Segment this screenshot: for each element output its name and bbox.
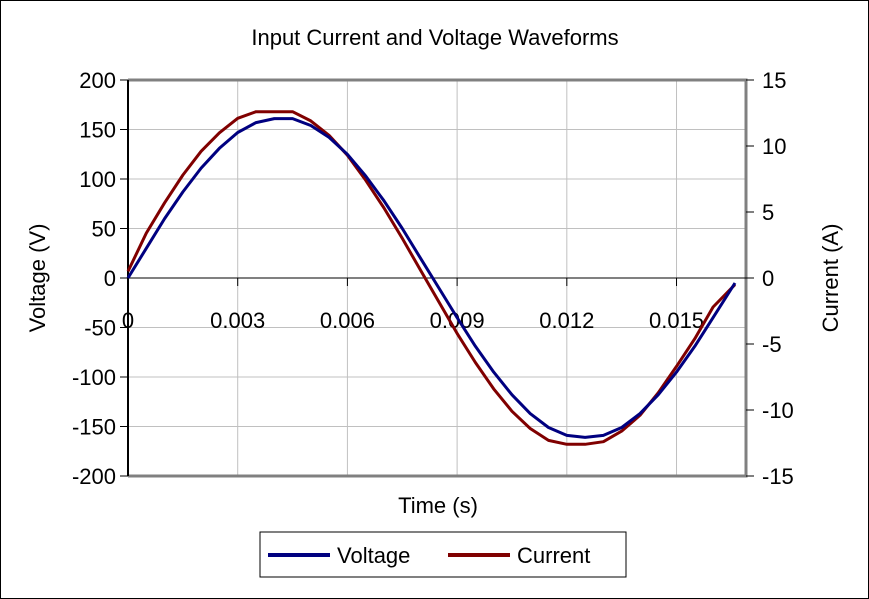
series-lines (126, 110, 737, 446)
x-tick-label: 0.012 (539, 308, 594, 333)
y-tick-label: 50 (92, 217, 116, 242)
x-tick-label: 0.006 (320, 308, 375, 333)
legend-label-voltage: Voltage (337, 543, 410, 568)
legend: Voltage Current (259, 531, 627, 578)
axes: 200 150 100 50 0 -50 -100 -150 -200 0 0.003 0.006 0.… (72, 68, 794, 489)
x-axis-label: Time (s) (398, 493, 478, 518)
x-tick-label: 0.015 (649, 308, 704, 333)
x-tick-label: 0.009 (430, 308, 485, 333)
y2-tick-label: -5 (762, 332, 782, 357)
series-line-current (126, 110, 737, 446)
y2-tick-label: -15 (762, 464, 794, 489)
y-tick-label: 150 (79, 118, 116, 143)
y-tick-label: 100 (79, 167, 116, 192)
chart-title: Input Current and Voltage Waveforms (251, 25, 618, 50)
legend-label-current: Current (517, 543, 590, 568)
y2-tick-label: -10 (762, 398, 794, 423)
y-tick-label: 0 (104, 266, 116, 291)
y2-tick-label: 0 (762, 266, 774, 291)
y-tick-label: -200 (72, 464, 116, 489)
y2-tick-label: 15 (762, 68, 786, 93)
y-tick-label: -100 (72, 365, 116, 390)
series-line-voltage (126, 117, 737, 439)
y-tick-label: -50 (84, 316, 116, 341)
y2-tick-label: 5 (762, 200, 774, 225)
y2-tick-label: 10 (762, 134, 786, 159)
y-axis-label: Voltage (V) (25, 224, 50, 333)
y2-axis-label: Current (A) (818, 224, 843, 333)
y-tick-label: -150 (72, 415, 116, 440)
y-tick-label: 200 (79, 68, 116, 93)
x-tick-label: 0.003 (210, 308, 265, 333)
